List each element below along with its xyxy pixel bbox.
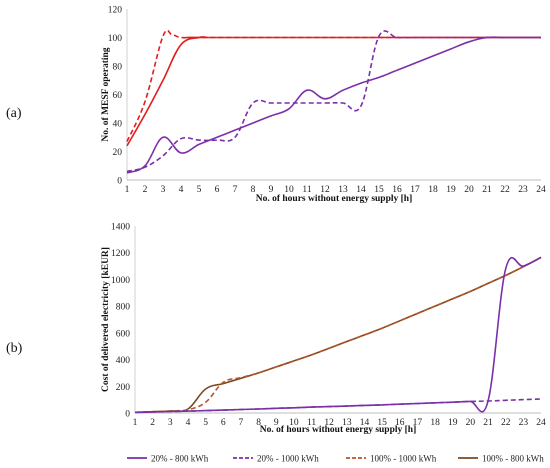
x-tick-label: 7 bbox=[233, 185, 238, 195]
series-line-100-1000-kwh bbox=[126, 29, 541, 142]
x-tick-label: 6 bbox=[221, 418, 226, 428]
x-tick-label: 15 bbox=[377, 418, 387, 428]
panel-b-tag: (b) bbox=[6, 341, 23, 356]
x-tick-label: 10 bbox=[284, 185, 294, 195]
y-tick-label: 200 bbox=[116, 383, 131, 393]
x-tick-label: 3 bbox=[168, 418, 173, 428]
series-line-20-1000-kwh bbox=[134, 398, 542, 414]
series-line-20-1000-kwh bbox=[126, 30, 541, 173]
x-tick-label: 2 bbox=[143, 185, 148, 195]
y-tick-label: 40 bbox=[113, 120, 123, 130]
x-tick-label: 7 bbox=[239, 418, 244, 428]
x-tick-label: 5 bbox=[203, 418, 208, 428]
y-tick-label: 800 bbox=[116, 303, 131, 313]
x-tick-label: 8 bbox=[256, 418, 261, 428]
x-tick-label: 16 bbox=[395, 418, 405, 428]
x-tick-label: 22 bbox=[500, 185, 510, 195]
y-tick-label: 1200 bbox=[111, 249, 130, 259]
x-tick-label: 14 bbox=[360, 418, 370, 428]
x-tick-label: 1 bbox=[125, 185, 130, 195]
x-tick-label: 23 bbox=[518, 185, 528, 195]
y-tick-label: 1000 bbox=[111, 276, 130, 286]
y-tick-label: 1400 bbox=[111, 223, 130, 233]
x-tick-label: 13 bbox=[338, 185, 348, 195]
x-tick-label: 13 bbox=[342, 418, 352, 428]
series-line-100-1000-kwh bbox=[134, 256, 542, 414]
x-tick-label: 11 bbox=[307, 418, 316, 428]
x-tick-label: 17 bbox=[413, 418, 423, 428]
y-tick-label: 0 bbox=[125, 410, 130, 420]
x-tick-label: 6 bbox=[215, 185, 220, 195]
x-tick-label: 22 bbox=[501, 418, 511, 428]
x-tick-label: 8 bbox=[251, 185, 256, 195]
x-tick-label: 10 bbox=[289, 418, 299, 428]
x-tick-label: 11 bbox=[302, 185, 311, 195]
x-tick-label: 4 bbox=[186, 418, 191, 428]
x-tick-label: 9 bbox=[269, 185, 274, 195]
legend-entry: 20% - 1000 kWh bbox=[257, 454, 319, 464]
x-tick-label: 19 bbox=[448, 418, 458, 428]
x-tick-label: 16 bbox=[392, 185, 402, 195]
x-tick-label: 18 bbox=[428, 185, 438, 195]
series-line-100-800-kwh bbox=[126, 36, 541, 147]
y-tick-label: 60 bbox=[113, 91, 123, 101]
x-tick-label: 3 bbox=[161, 185, 166, 195]
x-tick-label: 9 bbox=[274, 418, 279, 428]
legend-entry: 100% - 1000 kWh bbox=[370, 454, 437, 464]
y-tick-label: 20 bbox=[113, 148, 123, 158]
y-tick-label: 120 bbox=[108, 6, 123, 16]
x-tick-label: 20 bbox=[466, 418, 476, 428]
x-tick-label: 20 bbox=[464, 185, 474, 195]
legend-entry: 20% - 800 kWh bbox=[151, 454, 209, 464]
x-axis-title: No. of hours without energy supply [h] bbox=[260, 425, 417, 435]
y-tick-label: 600 bbox=[116, 329, 131, 339]
x-tick-label: 2 bbox=[150, 418, 155, 428]
x-tick-label: 14 bbox=[356, 185, 366, 195]
x-tick-label: 23 bbox=[519, 418, 529, 428]
x-tick-label: 4 bbox=[179, 185, 184, 195]
x-tick-label: 12 bbox=[324, 418, 334, 428]
x-tick-label: 15 bbox=[374, 185, 384, 195]
x-tick-label: 1 bbox=[133, 418, 138, 428]
x-tick-label: 19 bbox=[446, 185, 456, 195]
x-tick-label: 21 bbox=[483, 418, 493, 428]
panel-a-tag: (a) bbox=[6, 106, 22, 121]
x-tick-label: 17 bbox=[410, 185, 420, 195]
x-tick-label: 21 bbox=[482, 185, 492, 195]
series-line-20-800-kwh bbox=[134, 256, 542, 414]
x-tick-label: 24 bbox=[536, 418, 546, 428]
y-axis-title: No. of MESF operating bbox=[101, 47, 111, 141]
series-line-20-800-kwh bbox=[126, 36, 541, 174]
legend: 20% - 800 kWh 20% - 1000 kWh 100% - 1000 k… bbox=[127, 454, 544, 464]
y-tick-label: 400 bbox=[116, 356, 131, 366]
y-tick-label: 100 bbox=[108, 34, 123, 44]
legend-entry: 100% - 800 kWh bbox=[482, 454, 544, 464]
y-tick-label: 0 bbox=[117, 177, 122, 187]
x-tick-label: 12 bbox=[320, 185, 330, 195]
series-line-100-800-kwh bbox=[134, 256, 542, 414]
x-axis-title: No. of hours without energy supply [h] bbox=[256, 194, 413, 204]
x-tick-label: 18 bbox=[430, 418, 440, 428]
x-tick-label: 5 bbox=[197, 185, 202, 195]
y-tick-label: 80 bbox=[113, 63, 123, 73]
y-axis-title: Cost of delivered electricity [kEUR] bbox=[101, 247, 111, 392]
x-tick-label: 24 bbox=[536, 185, 546, 195]
